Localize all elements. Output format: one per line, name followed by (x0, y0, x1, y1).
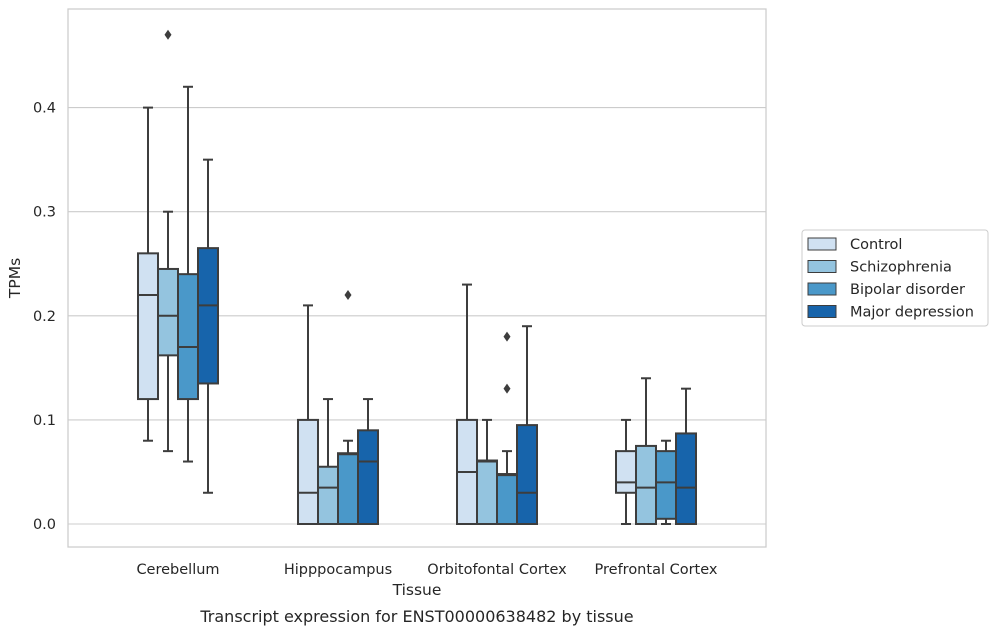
y-axis-title: TPMs (6, 258, 24, 299)
y-tick-label: 0.0 (33, 517, 56, 533)
box-iqr (337, 452, 359, 526)
chart-caption: Transcript expression for ENST0000063848… (199, 607, 633, 626)
box-cerebellum-bipolar-disorder (177, 85, 199, 463)
x-tick-label: Prefrontal Cortex (595, 562, 718, 578)
box-hipppocampus-major-depression (357, 398, 379, 525)
box-iqr (177, 273, 199, 401)
x-axis-title: Tissue (392, 581, 442, 599)
box-iqr (197, 247, 219, 385)
box-prefrontal-cortex-bipolar-disorder (655, 439, 677, 525)
box-iqr (357, 429, 379, 525)
box-iqr (496, 473, 518, 526)
x-tick-labels: Cerebellum Hipppocampus Orbitofontal Corte… (136, 562, 717, 578)
box-iqr (476, 459, 498, 525)
box-prefrontal-cortex-control (615, 418, 637, 525)
box-iqr (157, 267, 179, 357)
box-orbitofontal-cortex-control (456, 283, 478, 525)
legend-label: Bipolar disorder (850, 282, 965, 298)
box-cerebellum-control (137, 106, 159, 442)
legend-label: Major depression (850, 305, 974, 321)
boxes (137, 29, 697, 526)
y-tick-labels: 0.0 0.1 0.2 0.3 0.4 (33, 101, 56, 533)
x-tick-label: Hipppocampus (284, 562, 392, 578)
legend-frame (801, 229, 989, 327)
outlier-point (503, 331, 511, 342)
y-tick-label: 0.3 (33, 205, 56, 221)
box-iqr (675, 432, 697, 526)
box-hipppocampus-control (297, 304, 319, 525)
box-iqr (317, 465, 339, 525)
legend-swatch (807, 282, 837, 296)
legend-label: Schizophrenia (850, 260, 952, 276)
plot-frame (67, 8, 767, 548)
box-iqr (297, 418, 319, 525)
box-cerebellum-schizophrenia (157, 29, 179, 453)
legend-swatch (807, 237, 837, 251)
box-iqr (615, 450, 637, 494)
outlier-point (503, 383, 511, 394)
x-tick-label: Orbitofontal Cortex (427, 562, 567, 578)
y-tick-label: 0.1 (33, 413, 56, 429)
legend-label: Control (850, 237, 902, 253)
box-iqr (655, 450, 677, 520)
box-cerebellum-major-depression (197, 158, 219, 494)
box-iqr (516, 424, 538, 526)
box-iqr (635, 444, 657, 525)
y-tick-label: 0.4 (33, 101, 56, 117)
legend-swatch (807, 305, 837, 318)
box-iqr (137, 252, 159, 401)
box-hipppocampus-schizophrenia (317, 398, 339, 525)
box-orbitofontal-cortex-major-depression (516, 325, 538, 526)
x-tick-label: Cerebellum (136, 562, 219, 578)
box-prefrontal-cortex-major-depression (675, 387, 697, 526)
y-tick-label: 0.2 (33, 309, 56, 325)
outlier-point (164, 29, 172, 40)
legend: Control Schizophrenia Bipolar disorder Majo… (801, 229, 989, 327)
legend-swatch (807, 260, 837, 273)
outlier-point (344, 289, 352, 300)
